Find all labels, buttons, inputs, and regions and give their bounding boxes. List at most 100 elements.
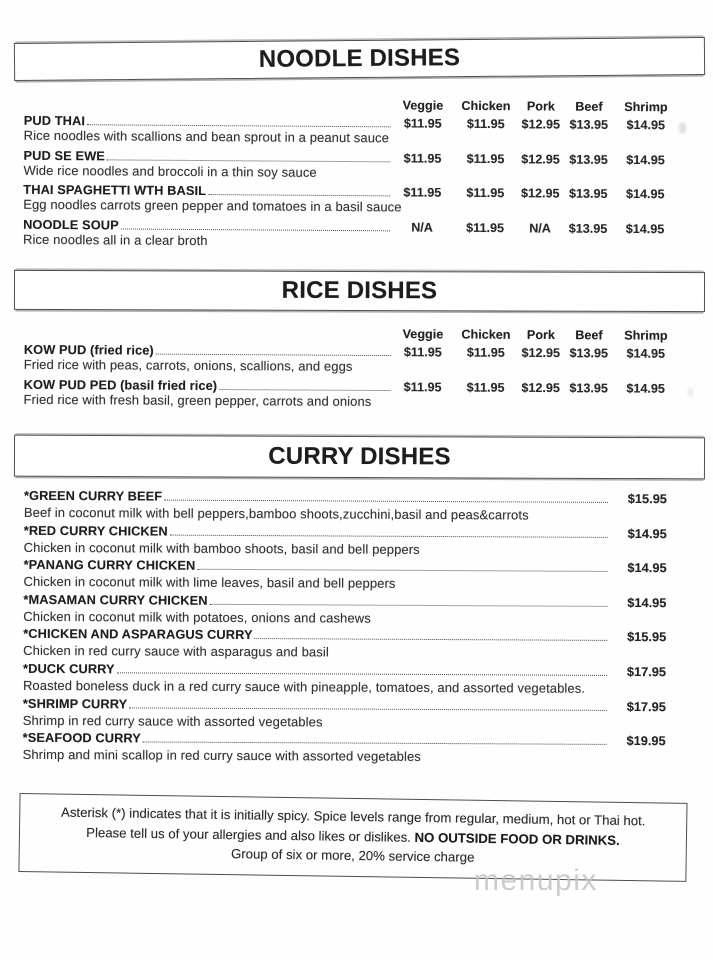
price-column-header: Shrimp [624, 99, 668, 115]
section-body-noodle-dishes: Veggie Chicken Pork Beef Shrimp PUD THAI $11.9… [13, 95, 705, 253]
dotted-leader [209, 603, 608, 607]
dish-price: $12.95 [521, 186, 560, 201]
dish: *RED CURRY CHICKEN $14.95 Chicken in cocon… [24, 522, 705, 559]
dish-price: $14.95 [627, 559, 667, 575]
dish: KOW PUD (fried rice) $11.95 $11.95 $12.95 $1… [24, 340, 705, 378]
dish-price: $17.95 [626, 698, 666, 714]
price-column-header: Pork [526, 328, 555, 343]
dish-name: PUD SE EWE [23, 147, 105, 163]
dish-price: N/A [529, 221, 551, 236]
menu-section-noodle-dishes: NOODLE DISHES Veggie Chicken Pork Beef Shrimp… [13, 36, 706, 248]
footer-allergy-text: Please tell us of your allergies and als… [86, 824, 415, 845]
dish-name: THAI SPAGHETTI WTH BASIL [23, 181, 207, 199]
dish-name: KOW PUD PED (basil fried rice) [23, 376, 218, 393]
dish-name: *RED CURRY CHICKEN [23, 521, 168, 538]
dish-price: $14.95 [626, 187, 665, 202]
dish-description: Chicken in red curry sauce with asparagu… [23, 642, 329, 660]
dish-name: *PANANG CURRY CHICKEN [23, 556, 196, 573]
dish-price: $14.95 [626, 381, 665, 396]
price-column-header: Chicken [461, 327, 511, 343]
section-title-box-rice-dishes: RICE DISHES [13, 270, 706, 313]
dish-price: $14.95 [627, 525, 667, 541]
dotted-leader [142, 741, 607, 745]
dotted-leader [219, 388, 391, 392]
dish-price: N/A [411, 220, 433, 235]
dish-price: $11.95 [403, 345, 442, 360]
menu-section-rice-dishes: RICE DISHES Veggie Chicken Pork Beef Shrimp KO… [13, 270, 706, 409]
section-title-box-curry-dishes: CURRY DISHES [13, 434, 706, 479]
dish-description: Chicken in coconut milk with lime leaves… [23, 573, 396, 591]
dish-price: $11.95 [403, 151, 442, 166]
dish-name: *GREEN CURRY BEEF [23, 487, 163, 504]
dish-description: Chicken in coconut milk with potatoes, o… [23, 608, 371, 626]
dish-price: $12.95 [521, 380, 560, 396]
dish-price: $11.95 [466, 151, 505, 166]
dish: *PANANG CURRY CHICKEN $14.95 Chicken in co… [23, 557, 704, 594]
dotted-leader [116, 671, 608, 676]
dish-price: $19.95 [626, 732, 666, 748]
section-title: NOODLE DISHES [258, 44, 461, 73]
dotted-leader [155, 353, 391, 357]
dish-name: NOODLE SOUP [23, 216, 119, 233]
menu-section-curry-dishes: CURRY DISHES *GREEN CURRY BEEF $15.95 Beef … [13, 434, 706, 766]
price-column-header: Pork [526, 99, 555, 114]
dish-price: $11.95 [403, 185, 442, 200]
dish-price: $12.95 [521, 151, 560, 167]
dish-price: $11.95 [466, 380, 505, 395]
dish-price: $11.95 [466, 186, 505, 201]
dish: *SHRIMP CURRY $17.95 Shrimp in red curry s… [23, 695, 704, 732]
dotted-leader [169, 533, 608, 538]
dish: PUD SE EWE $11.95 $11.95 $12.95 $13.95 $14.95… [23, 145, 704, 183]
dish-name: *SEAFOOD CURRY [22, 729, 141, 746]
dish-price: $14.95 [626, 152, 665, 167]
dish-description: Beef in coconut milk with bell peppers,b… [23, 504, 529, 523]
dish-price: $11.95 [403, 380, 442, 395]
dish-price: $14.95 [627, 594, 667, 610]
dish-price: $17.95 [626, 663, 667, 679]
dish-name: KOW PUD (fried rice) [23, 342, 154, 358]
dish-description: Roasted boneless duck in a red curry sau… [22, 677, 586, 696]
footer-no-outside-food-text: NO OUTSIDE FOOD OR DRINKS. [414, 829, 620, 848]
price-column-header: Chicken [461, 98, 511, 114]
dish-name: *DUCK CURRY [23, 660, 115, 676]
dotted-leader [129, 706, 607, 711]
menupix-watermark: menupix [474, 864, 598, 897]
dotted-leader [164, 499, 608, 503]
dish-price: $14.95 [626, 117, 666, 133]
dish-price: $12.95 [521, 346, 561, 361]
dish-price: $13.95 [569, 186, 608, 202]
dish-price: $11.95 [466, 220, 505, 235]
dish: KOW PUD PED (basil fried rice) $11.95 $11.… [23, 375, 704, 413]
dish-price: $12.95 [521, 117, 561, 132]
dish-price: $15.95 [627, 490, 667, 506]
dish: *GREEN CURRY BEEF $15.95 Beef in coconut m… [24, 487, 705, 524]
dish-price: $13.95 [568, 221, 608, 236]
dish-name: PUD THAI [23, 112, 86, 129]
dish-price: $15.95 [627, 628, 667, 645]
section-title: CURRY DISHES [268, 442, 451, 470]
dish: NOODLE SOUP N/A $11.95 N/A $13.95 $14.95 Rice … [23, 215, 704, 253]
dish-price: $14.95 [625, 221, 665, 237]
price-column-header: Veggie [402, 327, 444, 342]
dish-name: *MASAMAN CURRY CHICKEN [23, 591, 208, 608]
dish-description: Shrimp in red curry sauce with assorted … [22, 711, 323, 729]
dotted-leader [87, 124, 391, 128]
section-body-curry-dishes: *GREEN CURRY BEEF $15.95 Beef in coconut m… [13, 487, 705, 766]
price-column-header: Beef [575, 99, 603, 114]
dish-description: Chicken in coconut milk with bamboo shoo… [23, 538, 420, 557]
dotted-leader [106, 158, 391, 162]
dish-price: $13.95 [569, 152, 608, 167]
price-column-header: Shrimp [624, 328, 668, 344]
dish-name: *CHICKEN AND ASPARAGUS CURRY [23, 625, 253, 642]
scan-smudge [679, 122, 686, 134]
dish: *DUCK CURRY $17.95 Roasted boneless duck i… [23, 660, 704, 697]
dotted-leader [197, 568, 608, 572]
dish-price: $11.95 [403, 116, 442, 131]
dish-price: $11.95 [466, 116, 505, 132]
section-title-box-noodle-dishes: NOODLE DISHES [13, 36, 706, 82]
dish-price: $13.95 [569, 346, 609, 361]
menu-sections: NOODLE DISHES Veggie Chicken Pork Beef Shrimp… [13, 36, 706, 766]
section-title: RICE DISHES [281, 277, 438, 305]
dish-price: $13.95 [569, 381, 608, 396]
dish-price: $14.95 [626, 346, 666, 362]
